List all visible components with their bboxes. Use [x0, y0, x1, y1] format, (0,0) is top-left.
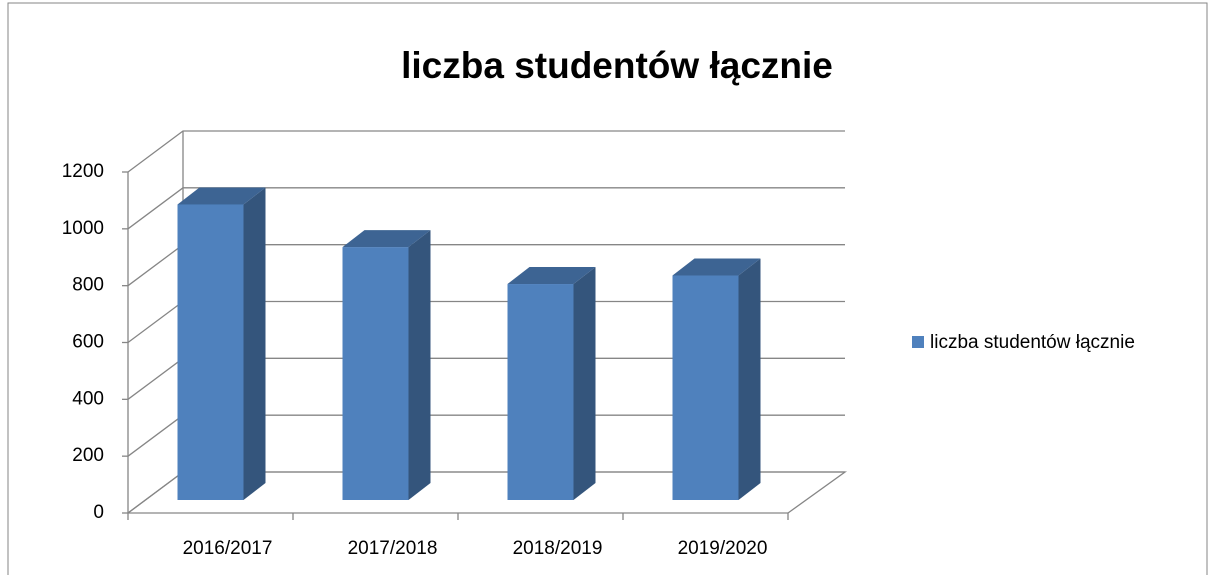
bar: [177, 187, 266, 500]
bar-side: [408, 230, 431, 500]
grid-line: [127, 130, 845, 173]
x-tick-label: 2019/2020: [678, 538, 768, 559]
bar-front: [507, 284, 574, 500]
bar-front: [177, 204, 244, 500]
bar-top: [672, 258, 761, 276]
y-tick-label: 600: [72, 332, 104, 353]
bar-top: [507, 267, 596, 285]
y-tick-label: 1200: [62, 161, 104, 182]
bar: [672, 258, 761, 500]
bar-side: [573, 267, 596, 500]
legend-label: liczba studentów łącznie: [930, 332, 1135, 353]
bar-top: [342, 230, 431, 248]
x-tick-label: 2017/2018: [348, 538, 438, 559]
bar-side: [738, 258, 761, 500]
y-tick-label: 200: [72, 445, 104, 466]
bar-side: [243, 187, 266, 500]
x-tick-label: 2016/2017: [183, 538, 273, 559]
bar-front: [342, 247, 409, 500]
bar: [342, 230, 431, 500]
y-tick-label: 1000: [62, 218, 104, 239]
chart-title: liczba studentów łącznie: [401, 45, 833, 86]
bar: [507, 267, 596, 500]
bar-top: [177, 187, 266, 205]
grid-line: [127, 187, 845, 230]
x-tick-label: 2018/2019: [513, 538, 603, 559]
bar-front: [672, 275, 739, 500]
y-tick-label: 400: [72, 388, 104, 409]
legend-swatch: [912, 336, 924, 348]
y-tick-label: 0: [93, 502, 104, 523]
y-tick-label: 800: [72, 275, 104, 296]
